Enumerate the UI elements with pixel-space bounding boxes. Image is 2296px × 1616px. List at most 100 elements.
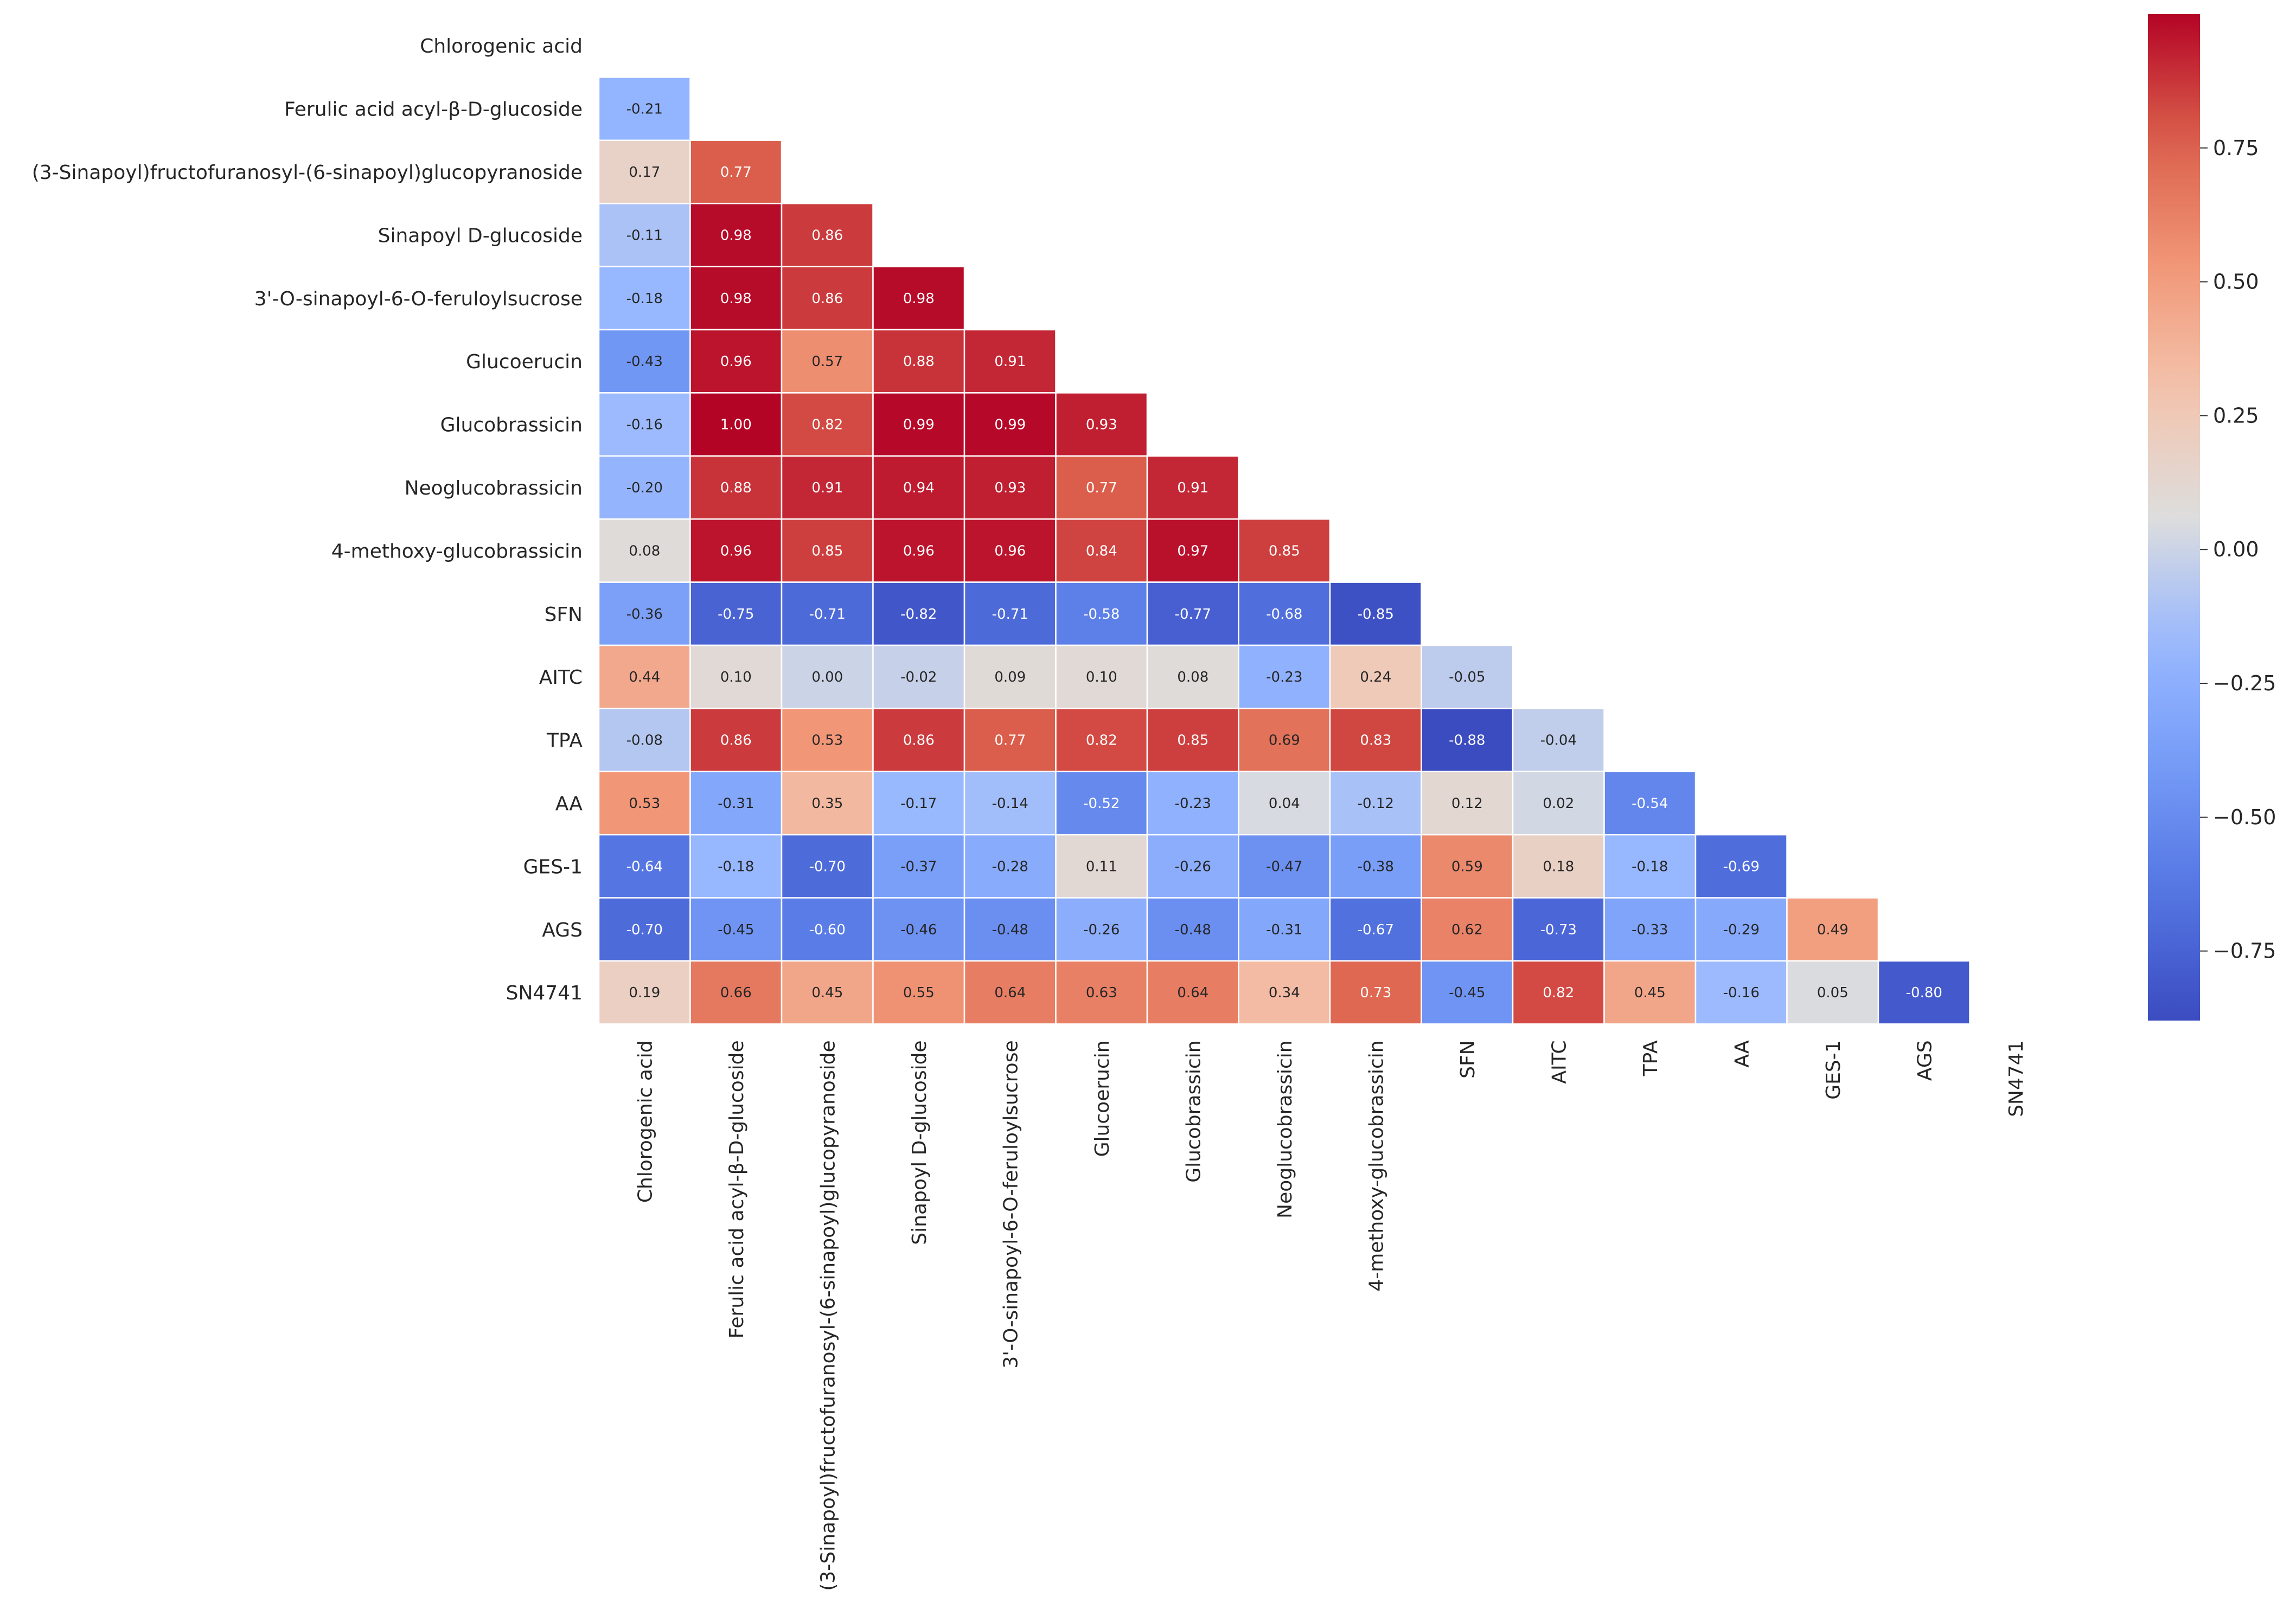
heatmap-cell-r12-c7 xyxy=(1238,771,1331,836)
cell-value-label-r12-c8: -0.12 xyxy=(1358,796,1394,812)
cell-value-label-r12-c6: -0.23 xyxy=(1175,796,1211,812)
colorbar-tick-label: −0.25 xyxy=(2213,671,2276,695)
cell-value-label-r15-c11: 0.45 xyxy=(1634,985,1666,1001)
heatmap-cell-r14-c13 xyxy=(1786,897,1879,962)
colorbar-gradient xyxy=(2148,14,2200,1021)
colorbar-tick-label: 0.50 xyxy=(2213,270,2259,294)
cell-value-label-r9-c2: -0.71 xyxy=(809,606,846,623)
cell-value-label-r12-c5: -0.52 xyxy=(1083,796,1120,812)
cell-value-label-r11-c8: 0.83 xyxy=(1360,733,1391,749)
cell-value-label-r10-c9: -0.05 xyxy=(1449,669,1485,685)
heatmap-cell-r10-c8 xyxy=(1329,644,1422,709)
cell-value-label-r15-c1: 0.66 xyxy=(720,985,752,1001)
cell-value-label-r13-c12: -0.69 xyxy=(1723,858,1760,875)
heatmap-cell-r15-c2 xyxy=(781,960,874,1025)
heatmap-cell-r15-c1 xyxy=(689,960,783,1025)
cell-value-label-r6-c3: 0.99 xyxy=(903,417,935,433)
colorbar-tick-label: 0.75 xyxy=(2213,136,2259,160)
heatmap-cell-r13-c8 xyxy=(1329,833,1422,899)
colorbar-tick-label: 0.00 xyxy=(2213,537,2259,561)
y-tick-label-neoglucobrassicin: Neoglucobrassicin xyxy=(405,477,583,499)
heatmap-cell-r13-c9 xyxy=(1421,833,1514,899)
cell-value-label-r11-c6: 0.85 xyxy=(1177,733,1208,749)
heatmap-cell-r8-c2 xyxy=(781,518,874,583)
x-tick-label-aitc: AITC xyxy=(1548,1040,1570,1083)
heatmap-cell-r10-c4 xyxy=(963,644,1057,709)
cell-value-label-r9-c4: -0.71 xyxy=(992,606,1028,623)
y-tick-label-ferulic-acid-acyl-d-glucoside: Ferulic acid acyl-β-D-glucoside xyxy=(284,99,583,121)
heatmap-cell-r14-c12 xyxy=(1694,897,1788,962)
cell-value-label-r13-c8: -0.38 xyxy=(1358,858,1394,875)
heatmap-cell-r12-c5 xyxy=(1055,771,1148,836)
cell-value-label-r11-c10: -0.04 xyxy=(1540,733,1577,749)
cell-value-label-r15-c3: 0.55 xyxy=(903,985,935,1001)
cell-value-label-r11-c7: 0.69 xyxy=(1269,733,1300,749)
heatmap-cell-r9-c5 xyxy=(1055,581,1148,646)
cell-value-label-r6-c4: 0.99 xyxy=(994,417,1026,433)
heatmap-cell-r9-c2 xyxy=(781,581,874,646)
x-tick-label-tpa: TPA xyxy=(1640,1040,1662,1076)
cell-value-label-r13-c7: -0.47 xyxy=(1266,858,1302,875)
cell-value-label-r14-c0: -0.70 xyxy=(626,922,663,938)
cell-value-label-r14-c7: -0.31 xyxy=(1266,922,1302,938)
heatmap-cell-r9-c8 xyxy=(1329,581,1422,646)
cell-value-label-r15-c0: 0.19 xyxy=(629,985,660,1001)
cell-value-label-r13-c4: -0.28 xyxy=(992,858,1028,875)
cell-value-label-r9-c6: -0.77 xyxy=(1175,606,1211,623)
cell-value-label-r3-c1: 0.98 xyxy=(720,227,752,243)
heatmap-cell-r6-c1 xyxy=(689,392,783,457)
cell-value-label-r14-c1: -0.45 xyxy=(718,922,754,938)
cell-value-label-r2-c1: 0.77 xyxy=(720,164,752,181)
heatmap-cell-r15-c13 xyxy=(1786,960,1879,1025)
cell-value-label-r15-c13: 0.05 xyxy=(1817,985,1849,1001)
heatmap-cell-r15-c3 xyxy=(872,960,965,1025)
cell-value-label-r11-c1: 0.86 xyxy=(720,733,752,749)
heatmap-cell-r14-c6 xyxy=(1146,897,1239,962)
colorbar-tick-label: −0.50 xyxy=(2213,805,2276,829)
x-tick-label-aa: AA xyxy=(1731,1040,1753,1068)
y-tick-label-sn4741: SN4741 xyxy=(506,982,583,1004)
cell-value-label-r3-c0: -0.11 xyxy=(626,227,663,243)
cell-value-label-r15-c4: 0.64 xyxy=(994,985,1026,1001)
cell-value-label-r10-c8: 0.24 xyxy=(1360,669,1391,685)
heatmap-cell-r11-c5 xyxy=(1055,708,1148,773)
heatmap-cell-r12-c6 xyxy=(1146,771,1239,836)
cell-value-label-r13-c2: -0.70 xyxy=(809,858,846,875)
colorbar: 0.75 0.50 0.25 0.00 −0.25 −0.50 −0.75 xyxy=(2148,14,2276,1021)
y-tick-label-glucobrassicin: Glucobrassicin xyxy=(440,414,583,437)
heatmap-cell-r12-c0 xyxy=(598,771,691,836)
heatmap-cell-r15-c5 xyxy=(1055,960,1148,1025)
cell-value-label-r5-c1: 0.96 xyxy=(720,354,752,370)
x-tick-label-ferulic-acid-acyl-d-glucoside: Ferulic acid acyl-β-D-glucoside xyxy=(726,1040,748,1338)
cell-value-label-r10-c2: 0.00 xyxy=(811,669,843,685)
cell-value-label-r6-c1: 1.00 xyxy=(720,417,752,433)
cell-value-label-r12-c1: -0.31 xyxy=(718,796,754,812)
heatmap-cell-r14-c11 xyxy=(1603,897,1697,962)
cell-value-label-r15-c8: 0.73 xyxy=(1360,985,1391,1001)
cell-value-label-r14-c12: -0.29 xyxy=(1723,922,1760,938)
cell-value-label-r13-c11: -0.18 xyxy=(1632,858,1668,875)
cell-value-label-r9-c5: -0.58 xyxy=(1083,606,1120,623)
cell-value-label-r14-c3: -0.46 xyxy=(900,922,937,938)
heatmap-cell-r11-c3 xyxy=(872,708,965,773)
cell-value-label-r9-c7: -0.68 xyxy=(1266,606,1302,623)
heatmap-cell-r8-c7 xyxy=(1238,518,1331,583)
cell-value-label-r12-c3: -0.17 xyxy=(900,796,937,812)
cell-value-label-r10-c7: -0.23 xyxy=(1266,669,1302,685)
heatmap-cell-r13-c4 xyxy=(963,833,1057,899)
heatmap-cell-r12-c8 xyxy=(1329,771,1422,836)
heatmap-cell-r10-c2 xyxy=(781,644,874,709)
cell-value-label-r12-c10: 0.02 xyxy=(1543,796,1574,812)
cell-value-label-r14-c6: -0.48 xyxy=(1175,922,1211,938)
heatmap-cell-r3-c2 xyxy=(781,202,874,267)
cell-value-label-r14-c10: -0.73 xyxy=(1540,922,1577,938)
heatmap-cell-r15-c4 xyxy=(963,960,1057,1025)
y-tick-label-3-o-sinapoyl-6-o-feruloylsucrose: 3'-O-sinapoyl-6-O-feruloylsucrose xyxy=(254,288,583,310)
heatmap-cell-r10-c9 xyxy=(1421,644,1514,709)
cell-value-label-r10-c0: 0.44 xyxy=(629,669,660,685)
cell-value-label-r8-c6: 0.97 xyxy=(1177,543,1208,559)
heatmap-cell-r14-c5 xyxy=(1055,897,1148,962)
heatmap-cell-r14-c7 xyxy=(1238,897,1331,962)
cell-value-label-r4-c1: 0.98 xyxy=(720,291,752,307)
